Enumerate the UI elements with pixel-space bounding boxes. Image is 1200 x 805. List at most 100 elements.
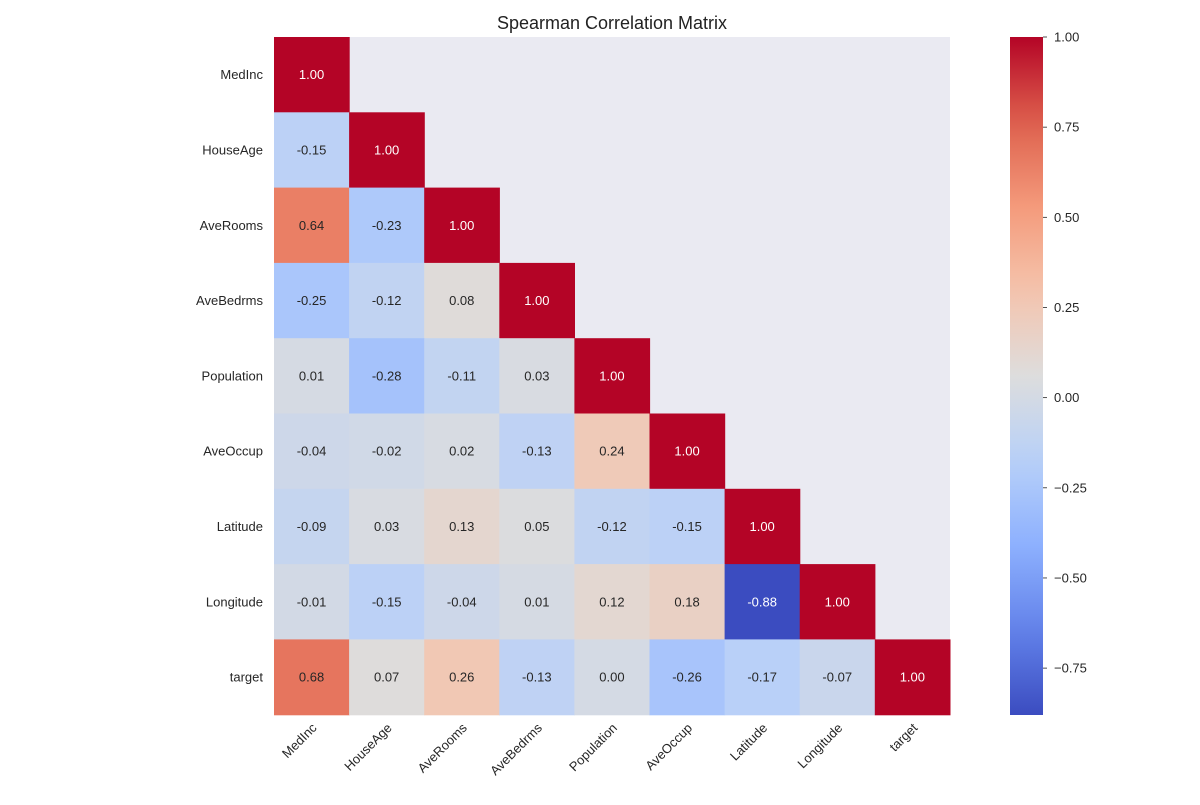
- heatmap-cell-Longitude-Longitude: [799, 564, 876, 640]
- chart-title: Spearman Correlation Matrix: [497, 13, 727, 33]
- colorbar-tick-label-5: −0.25: [1054, 480, 1087, 495]
- cell-value-target-Longitude: -0.07: [822, 670, 852, 685]
- cell-value-AveOccup-AveOccup: 1.00: [674, 444, 699, 459]
- heatmap-cell-AveBedrms-AveRooms: [424, 262, 500, 339]
- heatmap-cell-AveRooms-AveRooms: [424, 187, 500, 264]
- heatmap-cell-AveOccup-Population: [574, 413, 651, 490]
- x-tick-label-Latitude: Latitude: [727, 720, 770, 763]
- cell-value-Latitude-AveOccup: -0.15: [672, 519, 702, 534]
- heatmap-cell-AveBedrms-HouseAge: [349, 262, 425, 339]
- cell-value-AveOccup-AveBedrms: -0.13: [522, 444, 552, 459]
- heatmap-cell-Longitude-MedInc: [274, 564, 350, 640]
- colorbar-tick-label-4: 0.00: [1054, 390, 1079, 405]
- heatmap-cell-Longitude-HouseAge: [349, 564, 425, 640]
- cell-value-AveBedrms-HouseAge: -0.12: [372, 293, 402, 308]
- heatmap-cell-target-target: [874, 639, 951, 716]
- heatmap-cell-target-Longitude: [799, 639, 876, 716]
- heatmap-cell-Population-MedInc: [274, 338, 350, 415]
- cell-value-Latitude-AveBedrms: 0.05: [524, 519, 549, 534]
- heatmap-cell-Longitude-Population: [574, 564, 651, 640]
- colorbar-tick-label-2: 0.50: [1054, 210, 1079, 225]
- heatmap-cell-AveRooms-HouseAge: [349, 187, 425, 264]
- colorbar-tick-label-3: 0.25: [1054, 300, 1079, 315]
- heatmap-cell-AveBedrms-MedInc: [274, 262, 350, 339]
- heatmap-cell-AveOccup-MedInc: [274, 413, 350, 490]
- cell-value-Longitude-Latitude: -0.88: [747, 594, 777, 609]
- cell-value-Longitude-HouseAge: -0.15: [372, 594, 402, 609]
- heatmap-cell-target-HouseAge: [349, 639, 425, 716]
- heatmap-cell-Latitude-Population: [574, 488, 651, 565]
- x-tick-label-Population: Population: [566, 720, 620, 774]
- cell-value-Latitude-Population: -0.12: [597, 519, 627, 534]
- y-tick-label-Longitude: Longitude: [206, 594, 263, 609]
- cell-value-AveOccup-AveRooms: 0.02: [449, 444, 474, 459]
- heatmap-cell-AveRooms-MedInc: [274, 187, 350, 264]
- cell-value-AveRooms-MedInc: 0.64: [299, 218, 324, 233]
- colorbar-tick-label-0: 1.00: [1054, 30, 1079, 45]
- cell-value-target-AveBedrms: -0.13: [522, 670, 552, 685]
- heatmap-cell-Longitude-AveBedrms: [499, 564, 575, 640]
- cell-value-Longitude-AveOccup: 0.18: [674, 594, 699, 609]
- cell-value-Longitude-AveRooms: -0.04: [447, 594, 477, 609]
- cell-value-target-HouseAge: 0.07: [374, 670, 399, 685]
- cell-value-AveBedrms-MedInc: -0.25: [297, 293, 327, 308]
- heatmap-cell-Latitude-HouseAge: [349, 488, 425, 565]
- heatmap-cell-AveOccup-AveRooms: [424, 413, 500, 490]
- cell-value-HouseAge-HouseAge: 1.00: [374, 142, 399, 157]
- y-tick-label-AveBedrms: AveBedrms: [196, 293, 263, 308]
- cell-value-Latitude-Latitude: 1.00: [749, 519, 774, 534]
- cell-value-Latitude-HouseAge: 0.03: [374, 519, 399, 534]
- heatmap-cell-Longitude-AveRooms: [424, 564, 500, 640]
- x-tick-label-AveOccup: AveOccup: [642, 720, 695, 773]
- heatmap-cell-Population-AveRooms: [424, 338, 500, 415]
- cell-value-Latitude-MedInc: -0.09: [297, 519, 327, 534]
- heatmap-cell-Population-HouseAge: [349, 338, 425, 415]
- x-tick-label-AveRooms: AveRooms: [414, 720, 470, 776]
- cell-value-Longitude-Population: 0.12: [599, 594, 624, 609]
- heatmap-cell-Longitude-AveOccup: [649, 564, 726, 640]
- heatmap-cell-AveOccup-HouseAge: [349, 413, 425, 490]
- colorbar-ticks: 1.00 0.75 0.50 0.25 0.00 −0.25 −0.50 −0.75: [1043, 30, 1087, 676]
- heatmap-cell-target-AveOccup: [649, 639, 726, 716]
- y-tick-label-HouseAge: HouseAge: [202, 142, 263, 157]
- heatmap-cell-Latitude-AveRooms: [424, 488, 500, 565]
- cell-value-target-MedInc: 0.68: [299, 670, 324, 685]
- heatmap-cell-Latitude-MedInc: [274, 488, 350, 565]
- cell-value-AveRooms-HouseAge: -0.23: [372, 218, 402, 233]
- colorbar-tick-label-7: −0.75: [1054, 661, 1087, 676]
- y-tick-label-Population: Population: [202, 368, 263, 383]
- x-tick-label-HouseAge: HouseAge: [341, 720, 395, 774]
- cell-value-Latitude-AveRooms: 0.13: [449, 519, 474, 534]
- x-tick-label-AveBedrms: AveBedrms: [487, 720, 545, 778]
- y-tick-labels: MedInc HouseAge AveRooms AveBedrms Populatio…: [196, 67, 263, 684]
- heatmap-cells: 1.00 -0.15 1.00 0.64 -0.23 1.00 -0.25 -0.12 0.08…: [274, 37, 951, 716]
- heatmap-cell-HouseAge-HouseAge: [349, 112, 425, 189]
- cell-value-AveBedrms-AveRooms: 0.08: [449, 293, 474, 308]
- cell-value-target-Latitude: -0.17: [747, 670, 777, 685]
- cell-value-AveBedrms-AveBedrms: 1.00: [524, 293, 549, 308]
- heatmap-cell-Latitude-AveBedrms: [499, 488, 575, 565]
- heatmap-cell-Population-AveBedrms: [499, 338, 575, 415]
- cell-value-MedInc-MedInc: 1.00: [299, 67, 324, 82]
- heatmap-cell-Latitude-AveOccup: [649, 488, 726, 565]
- y-tick-label-AveOccup: AveOccup: [203, 444, 263, 459]
- x-tick-label-Longitude: Longitude: [794, 720, 845, 771]
- heatmap-cell-target-Latitude: [724, 639, 801, 716]
- heatmap-cell-Latitude-Latitude: [724, 488, 801, 565]
- cell-value-AveOccup-HouseAge: -0.02: [372, 444, 402, 459]
- cell-value-Population-AveRooms: -0.11: [447, 368, 476, 383]
- cell-value-AveOccup-Population: 0.24: [599, 444, 624, 459]
- cell-value-Population-Population: 1.00: [599, 368, 624, 383]
- y-tick-label-MedInc: MedInc: [220, 67, 263, 82]
- heatmap-cell-Longitude-Latitude: [724, 564, 801, 640]
- x-tick-label-MedInc: MedInc: [279, 720, 320, 761]
- cell-value-Population-HouseAge: -0.28: [372, 368, 402, 383]
- heatmap-cell-HouseAge-MedInc: [274, 112, 350, 189]
- cell-value-AveRooms-AveRooms: 1.00: [449, 218, 474, 233]
- x-tick-label-target: target: [886, 720, 920, 754]
- colorbar: [1010, 37, 1043, 715]
- colorbar-tick-label-1: 0.75: [1054, 120, 1079, 135]
- x-tick-labels: MedInc HouseAge AveRooms AveBedrms Populatio…: [279, 720, 921, 778]
